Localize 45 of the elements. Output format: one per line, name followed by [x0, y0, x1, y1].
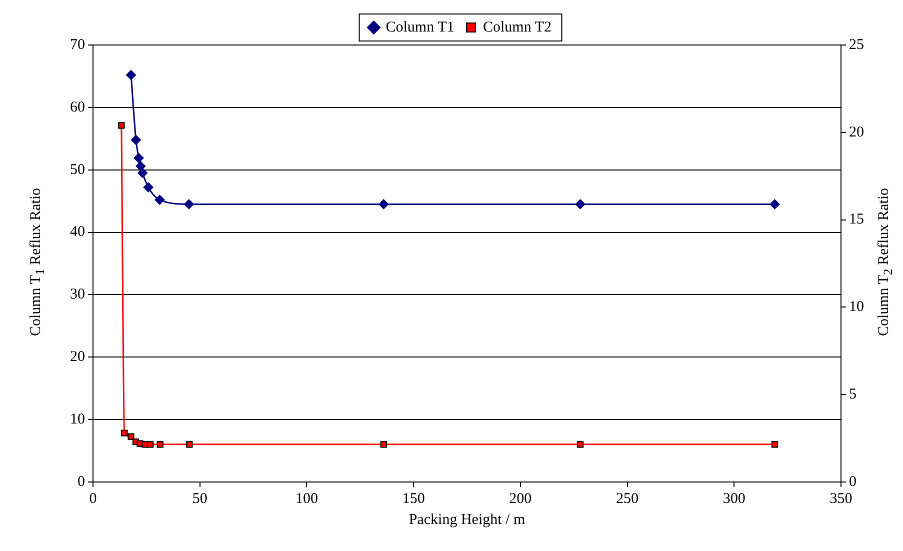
y-tick-label: 70: [70, 36, 85, 53]
y2-tick-label: 20: [849, 124, 864, 140]
point: [134, 152, 144, 163]
y-tick-label: 10: [70, 412, 85, 428]
point: [143, 182, 154, 192]
y2-tick-label: 25: [849, 36, 864, 53]
point: [186, 441, 193, 448]
x-tick-label: 300: [722, 490, 746, 507]
x-tick-label: 150: [402, 490, 425, 507]
y2-tick-label: 5: [849, 386, 856, 403]
point: [575, 199, 586, 210]
point: [128, 433, 134, 440]
point: [771, 441, 778, 448]
y-tick-label: 60: [70, 99, 85, 116]
legend-label: Column T2: [483, 19, 552, 36]
legend-label: Column T1: [386, 19, 454, 36]
y-tick-label: 40: [70, 224, 85, 240]
point: [121, 430, 128, 436]
x-tick-label: 200: [509, 490, 532, 507]
x-tick-label: 250: [616, 490, 639, 507]
x-tick-label: 0: [89, 490, 97, 507]
y-tick-label: 0: [78, 474, 85, 490]
point: [184, 199, 194, 210]
point: [156, 441, 164, 448]
point: [380, 441, 387, 448]
point: [130, 134, 141, 145]
point: [118, 122, 125, 129]
point: [146, 441, 154, 448]
point: [154, 194, 165, 205]
x-tick-label: 50: [192, 490, 208, 507]
y2-tick-label: 10: [849, 299, 864, 316]
point: [770, 199, 780, 210]
point: [126, 70, 136, 80]
y2-tick-label: 15: [849, 212, 864, 228]
x-axis-title: Packing Height / m: [408, 512, 526, 529]
x-tick-label: 100: [295, 490, 318, 507]
point: [136, 161, 146, 172]
y-tick-label: 30: [70, 286, 85, 303]
point: [576, 441, 584, 448]
point: [378, 199, 389, 210]
y-tick-label: 20: [70, 349, 85, 366]
point: [138, 168, 148, 178]
x-tick-label: 350: [830, 490, 852, 507]
y-tick-label: 50: [70, 162, 85, 178]
y2-tick-label: 0: [849, 474, 856, 490]
